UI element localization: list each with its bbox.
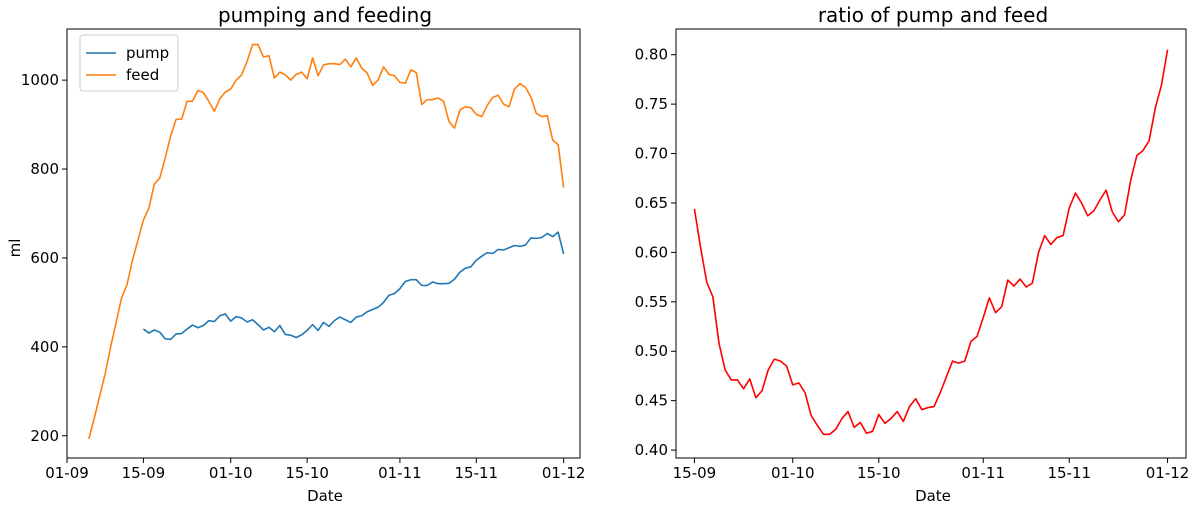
x-tick-label: 15-11 xyxy=(1047,464,1091,482)
x-tick-label: 15-11 xyxy=(455,464,499,482)
feed-line xyxy=(88,43,565,440)
y-tick-label: 0.75 xyxy=(635,95,668,113)
ratio-chart: ratio of pump and feed Date 15-09 01-10 15… xyxy=(635,3,1190,505)
plot-area: 15-09 01-10 15-10 01-11 15-11 01-12 0.40 0.45 0.… xyxy=(635,28,1190,482)
y-tick-label: 0.80 xyxy=(635,46,668,64)
plot-frame xyxy=(66,28,581,459)
x-tick-label: 01-11 xyxy=(961,464,1005,482)
x-tick-label: 15-09 xyxy=(122,464,166,482)
y-tick-label: 800 xyxy=(30,160,59,178)
y-tick-label: 0.55 xyxy=(635,293,668,311)
y-tick-label: 0.45 xyxy=(635,392,668,410)
x-tick-label: 15-09 xyxy=(673,464,717,482)
legend-box xyxy=(79,34,179,92)
legend-label: feed xyxy=(126,66,159,84)
x-tick-label: 01-10 xyxy=(771,464,815,482)
ratio-line xyxy=(693,49,1169,436)
x-tick-label: 01-11 xyxy=(378,464,422,482)
x-tick-label: 01-10 xyxy=(209,464,253,482)
x-tick-label: 15-10 xyxy=(285,464,329,482)
y-tick-label: 200 xyxy=(30,427,59,445)
pump-line xyxy=(142,231,565,341)
y-axis-label: ml xyxy=(6,239,24,258)
chart-title: pumping and feeding xyxy=(218,3,432,27)
pumping-feeding-chart: pumping and feeding Date ml 01-09 15-09 01… xyxy=(6,3,585,505)
legend: pump feed xyxy=(79,34,179,92)
chart-title: ratio of pump and feed xyxy=(818,3,1048,27)
y-tick-label: 400 xyxy=(30,338,59,356)
y-tick-label: 0.40 xyxy=(635,441,668,459)
x-axis-label: Date xyxy=(915,487,951,505)
x-tick-label: 01-12 xyxy=(1146,464,1190,482)
y-tick-label: 0.65 xyxy=(635,194,668,212)
y-tick-label: 0.70 xyxy=(635,145,668,163)
x-tick-label: 01-12 xyxy=(542,464,586,482)
x-axis-label: Date xyxy=(307,487,343,505)
y-tick-label: 0.60 xyxy=(635,243,668,261)
x-tick-label: 01-09 xyxy=(45,464,89,482)
legend-label: pump xyxy=(126,44,169,62)
plot-area: 01-09 15-09 01-10 15-10 01-11 15-11 01-12 200 40… xyxy=(21,28,586,482)
y-tick-label: 1000 xyxy=(21,71,59,89)
x-tick-label: 15-10 xyxy=(857,464,901,482)
plot-frame xyxy=(675,28,1187,459)
y-tick-label: 600 xyxy=(30,249,59,267)
y-tick-label: 0.50 xyxy=(635,342,668,360)
